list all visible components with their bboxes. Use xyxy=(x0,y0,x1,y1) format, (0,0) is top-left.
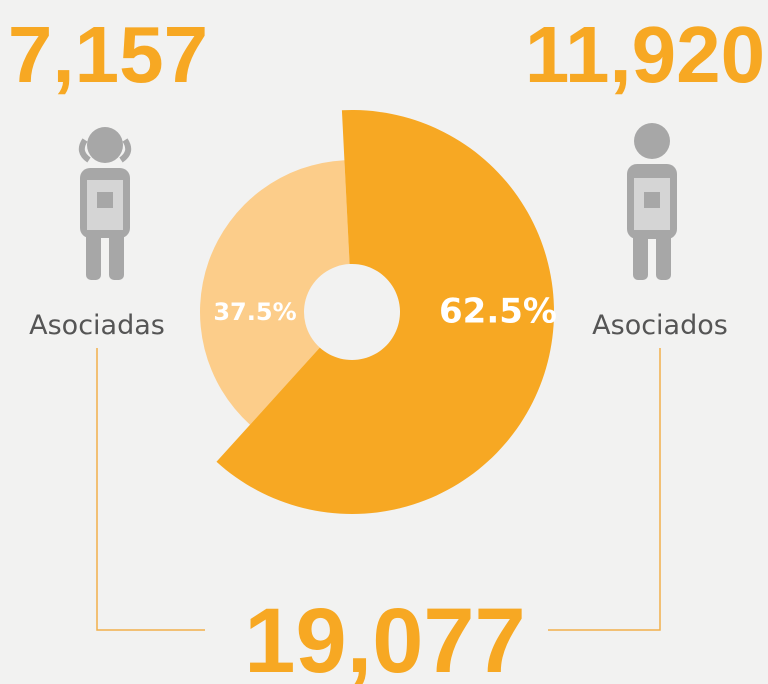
pie-slice xyxy=(216,110,554,515)
slice-label: 62.5% xyxy=(439,292,557,332)
pie-slice xyxy=(199,160,350,425)
male-icon xyxy=(627,123,677,280)
connector-lines xyxy=(96,348,661,631)
total-count: 19,077 xyxy=(244,590,525,684)
left-category: Asociadas xyxy=(29,310,165,341)
slice-label: 37.5% xyxy=(213,298,296,326)
left-connector xyxy=(96,348,205,631)
right-count: 11,920 xyxy=(525,10,765,99)
female-icon xyxy=(78,127,132,280)
right-connector xyxy=(548,348,661,631)
right-category: Asociados xyxy=(592,310,728,341)
left-count: 7,157 xyxy=(8,10,208,99)
